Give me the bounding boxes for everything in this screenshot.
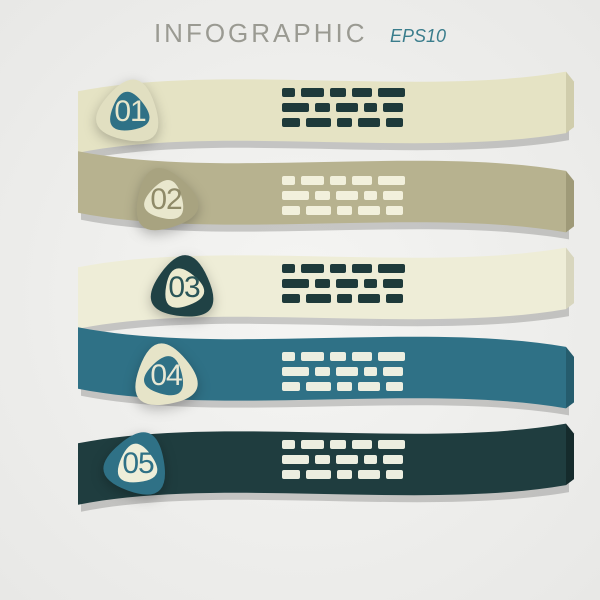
placeholder-text-05 (282, 440, 522, 486)
badge-number-04: 04 (106, 359, 226, 393)
infographic-stage: 01 02 03 (0, 50, 600, 600)
subtitle: EPS10 (390, 26, 446, 46)
placeholder-text-01 (282, 88, 522, 134)
badge-number-02: 02 (106, 183, 226, 217)
placeholder-text-03 (282, 264, 522, 310)
title: INFOGRAPHIC (154, 18, 368, 48)
placeholder-text-02 (282, 176, 522, 222)
header: INFOGRAPHIC EPS10 (0, 18, 600, 49)
badge-number-03: 03 (124, 271, 244, 305)
badge-number-05: 05 (78, 447, 198, 481)
badge-number-01: 01 (70, 95, 190, 129)
placeholder-text-04 (282, 352, 522, 398)
badge-05: 05 (78, 406, 198, 526)
